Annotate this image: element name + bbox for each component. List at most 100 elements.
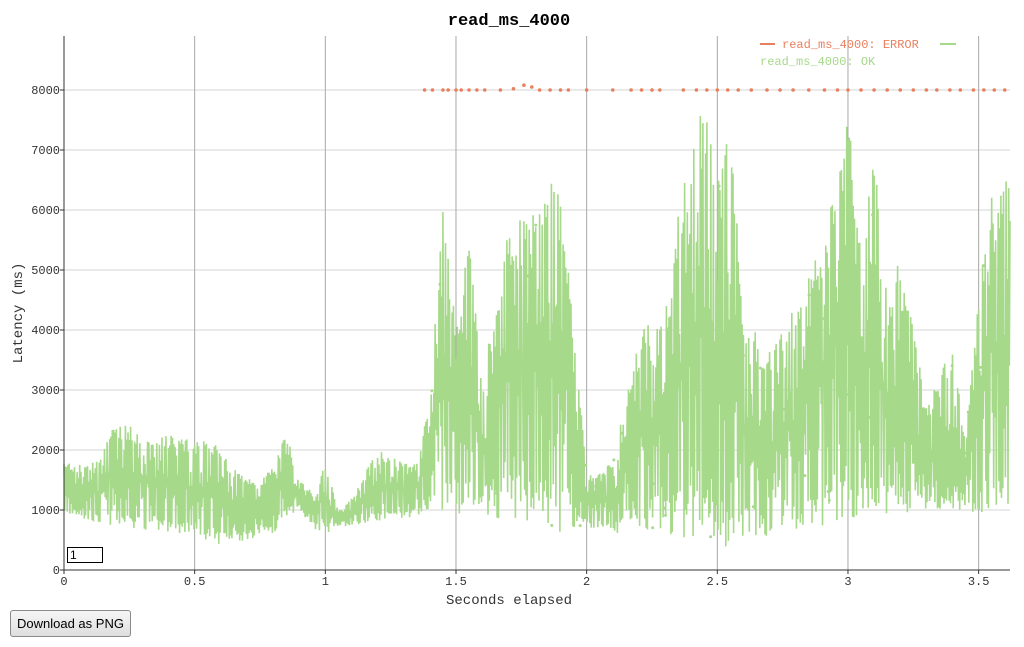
ok-point <box>858 417 862 421</box>
ok-point <box>607 509 611 513</box>
error-point <box>511 87 516 91</box>
ok-point <box>594 484 598 488</box>
error-point <box>736 88 741 92</box>
error-point <box>898 88 903 92</box>
ok-point <box>663 513 667 517</box>
error-point <box>982 88 986 92</box>
ok-point <box>975 435 979 439</box>
series-error <box>422 83 1007 92</box>
x-tick-label: 3 <box>844 575 851 589</box>
ok-point <box>751 505 755 509</box>
ok-point <box>637 434 641 438</box>
ok-point <box>830 213 834 217</box>
ok-point <box>463 364 467 368</box>
error-point <box>482 88 487 92</box>
y-tick-label: 5000 <box>31 264 60 278</box>
x-tick-label: 1.5 <box>445 575 467 589</box>
error-point <box>992 88 997 92</box>
ok-point <box>717 184 721 188</box>
error-point <box>681 88 686 92</box>
error-point <box>715 88 720 92</box>
error-point <box>566 88 571 92</box>
ok-point <box>617 488 621 492</box>
x-tick-label: 2.5 <box>707 575 729 589</box>
error-point <box>911 88 916 92</box>
error-point <box>650 88 654 92</box>
error-point <box>765 88 769 92</box>
ok-point <box>963 451 967 455</box>
y-tick-label: 0 <box>53 564 60 578</box>
y-tick-label: 8000 <box>31 84 60 98</box>
x-tick-label: 2 <box>583 575 590 589</box>
error-point <box>558 88 563 92</box>
legend-ok-label: read_ms_4000: OK <box>760 55 876 69</box>
error-point <box>441 88 445 92</box>
ok-point <box>703 365 707 369</box>
ok-point <box>758 366 762 370</box>
error-point <box>610 88 615 92</box>
ok-point <box>526 274 530 278</box>
download-png-button[interactable]: Download as PNG <box>10 610 131 637</box>
ok-point <box>803 474 807 478</box>
ok-point <box>577 495 581 499</box>
error-point <box>629 88 633 92</box>
legend: read_ms_4000: ERROR read_ms_4000: OK <box>760 38 956 69</box>
error-point <box>658 88 662 92</box>
y-tick-label: 6000 <box>31 204 60 218</box>
x-tick-label: 1 <box>322 575 329 589</box>
error-point <box>791 88 795 92</box>
error-point <box>537 88 542 92</box>
y-tick-label: 3000 <box>31 384 60 398</box>
ok-point <box>741 353 745 357</box>
ok-point <box>853 369 857 373</box>
ok-point <box>841 247 845 251</box>
y-tick-labels: 0 1000 2000 3000 4000 5000 6000 7000 8000 <box>31 84 64 578</box>
y-tick-label: 7000 <box>31 144 60 158</box>
ok-point <box>499 397 503 401</box>
error-point <box>725 88 730 92</box>
error-point <box>422 88 427 92</box>
ok-point <box>584 463 588 467</box>
ok-point <box>493 474 497 478</box>
error-point <box>522 83 526 87</box>
ok-point <box>578 524 582 528</box>
y-tick-label: 2000 <box>31 444 60 458</box>
ok-point <box>684 382 688 386</box>
error-point <box>948 88 952 92</box>
ok-point <box>912 437 916 441</box>
error-point <box>835 88 840 92</box>
error-point <box>639 88 644 92</box>
error-point <box>548 88 552 92</box>
error-point <box>806 88 811 92</box>
x-tick-label: 3.5 <box>968 575 990 589</box>
ok-point <box>505 366 509 370</box>
error-point <box>749 88 754 92</box>
ok-point <box>807 293 811 297</box>
ok-point <box>846 392 850 396</box>
x-tick-label: 0 <box>60 575 67 589</box>
ok-point <box>892 434 896 438</box>
ok-point <box>438 282 442 286</box>
ok-point <box>827 498 831 502</box>
error-point <box>705 88 709 92</box>
ok-point <box>709 535 713 539</box>
x-axis-label: Seconds elapsed <box>446 593 572 606</box>
smoothing-input[interactable] <box>67 547 103 563</box>
error-point <box>958 88 963 92</box>
error-point <box>467 88 471 92</box>
ok-point <box>430 389 434 393</box>
ok-point <box>587 498 591 502</box>
ok-point <box>621 431 625 435</box>
ok-point <box>783 407 787 411</box>
latency-chart: read_ms_4000 0 1000 2000 3000 4000 5000 6000 70… <box>11 12 1011 606</box>
error-point <box>822 88 827 92</box>
ok-point <box>955 460 959 464</box>
ok-point <box>651 482 655 486</box>
error-point <box>430 88 435 92</box>
ok-point <box>755 463 759 467</box>
ok-point <box>978 365 982 369</box>
ok-point <box>763 498 767 502</box>
legend-error-label: read_ms_4000: ERROR <box>782 38 919 52</box>
y-tick-label: 4000 <box>31 324 60 338</box>
chart-title: read_ms_4000 <box>448 12 570 31</box>
